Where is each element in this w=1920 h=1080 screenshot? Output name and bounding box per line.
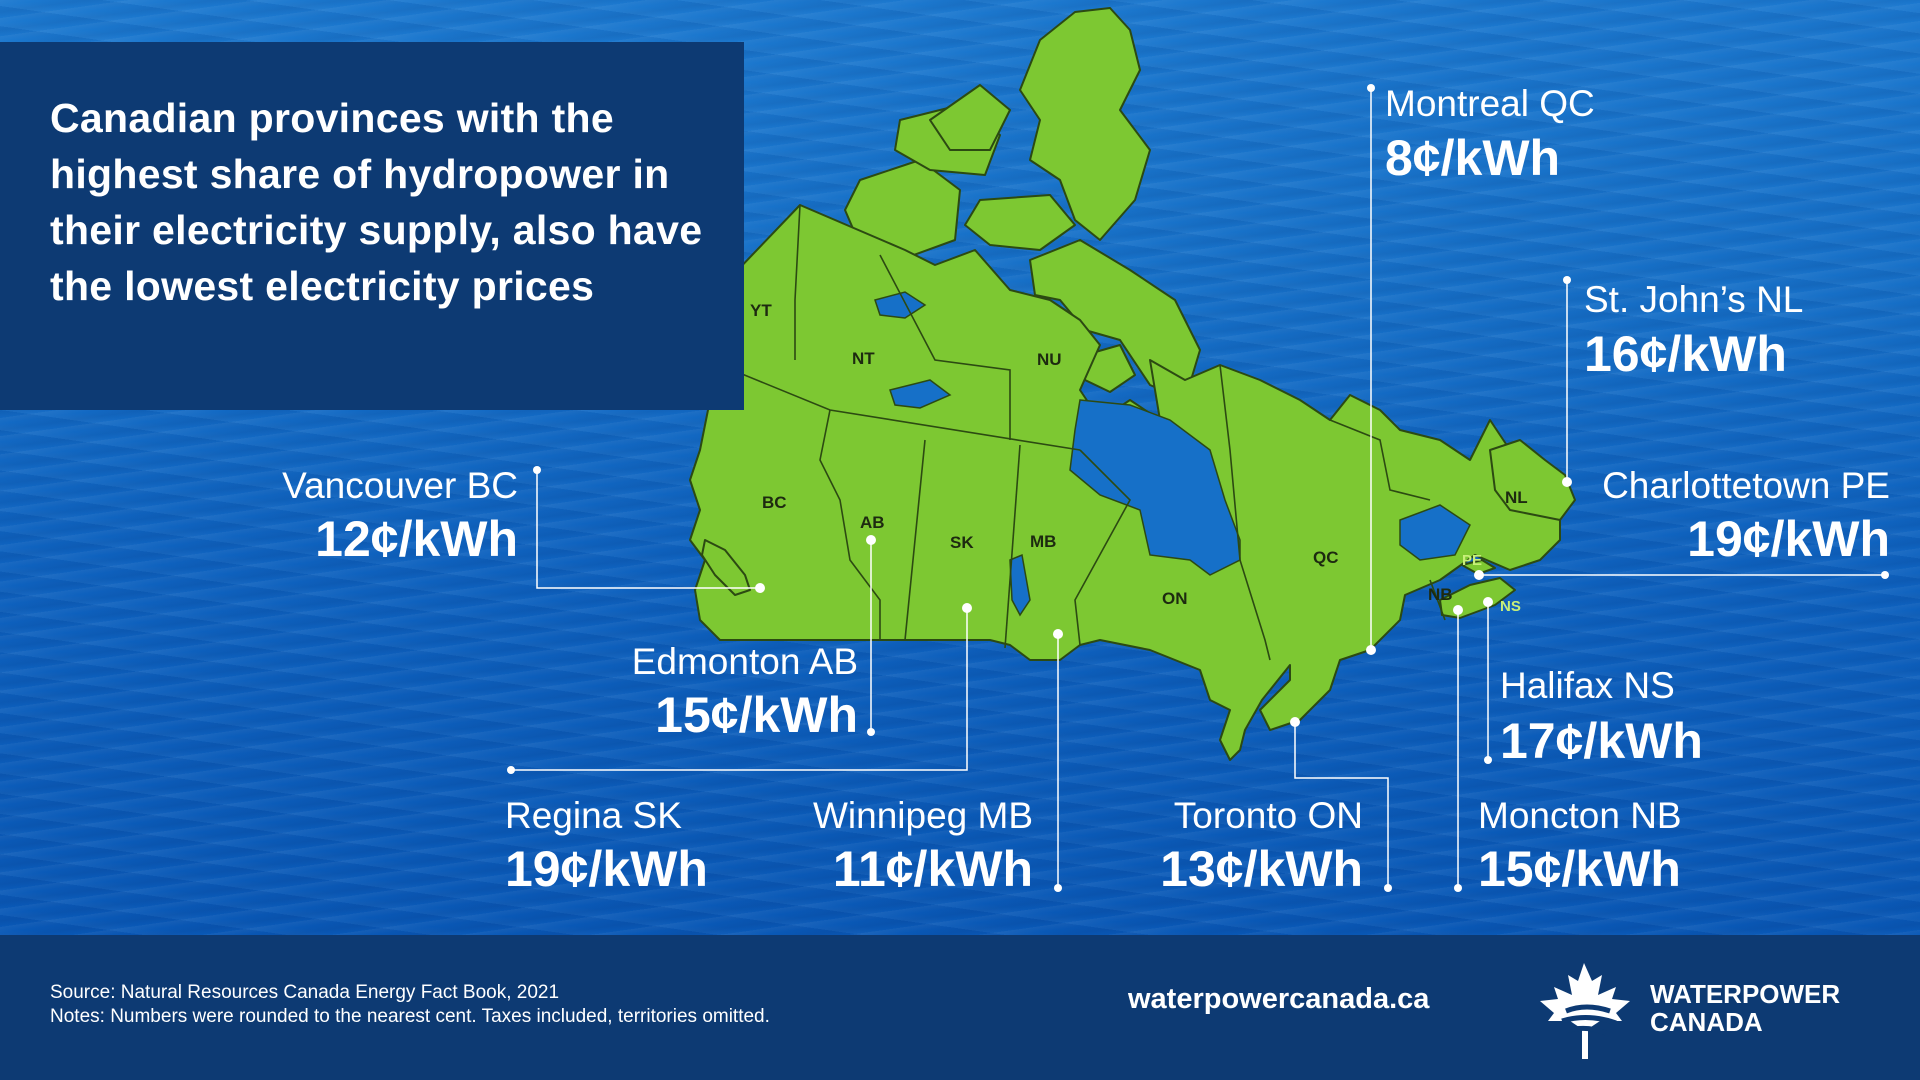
city-price-halifax: 17¢/kWh <box>1500 713 1703 769</box>
province-label-ns: NS <box>1500 598 1521 615</box>
gulf-st-lawrence <box>1399 504 1471 561</box>
province-label-bc: BC <box>762 493 787 512</box>
province-label-sk: SK <box>950 533 974 552</box>
leader-dot <box>1367 84 1375 92</box>
pei-island <box>1461 559 1496 575</box>
city-price-edmonton: 15¢/kWh <box>655 687 858 743</box>
city-name-halifax: Halifax NS <box>1500 665 1675 706</box>
city-price-montreal: 8¢/kWh <box>1385 130 1561 186</box>
city-price-winnipeg: 11¢/kWh <box>832 841 1033 897</box>
city-name-moncton: Moncton NB <box>1478 795 1682 836</box>
province-label-on: ON <box>1162 589 1188 608</box>
logo-text-canada: CANADA <box>1650 1007 1763 1037</box>
leader-dot <box>867 728 875 736</box>
leader-dot <box>533 466 541 474</box>
arctic-island-devon <box>964 194 1076 251</box>
city-name-charlottetown: Charlottetown PE <box>1602 465 1890 506</box>
border-nt-nu <box>879 254 1011 440</box>
province-label-pe: PE <box>1462 552 1482 569</box>
city-dot-moncton <box>1453 605 1463 615</box>
city-dot-regina <box>962 603 972 613</box>
canada-map: YT NT NU BC AB SK MB ON QC NL NB PE NS <box>507 7 1889 892</box>
border-nb <box>1429 579 1446 621</box>
leader-dot <box>1054 884 1062 892</box>
leader-dot <box>1484 756 1492 764</box>
leader-dot <box>507 766 515 774</box>
city-name-montreal: Montreal QC <box>1385 83 1595 124</box>
city-name-regina: Regina SK <box>505 795 682 836</box>
arctic-island-ellesmere <box>1019 7 1151 241</box>
border-bc-ab <box>819 409 881 640</box>
city-dot-montreal <box>1366 645 1376 655</box>
city-price-regina: 19¢/kWh <box>505 841 708 897</box>
city-dot-stjohns <box>1562 477 1572 487</box>
city-dot-edmonton <box>866 535 876 545</box>
source-note: Source: Natural Resources Canada Energy … <box>50 982 560 1003</box>
border-mb-on <box>1074 449 1131 646</box>
city-price-toronto: 13¢/kWh <box>1160 841 1363 897</box>
leader-toronto <box>1294 722 1389 888</box>
city-price-vancouver: 12¢/kWh <box>315 511 518 567</box>
notes-text: Notes: Numbers were rounded to the neare… <box>50 1006 770 1027</box>
leader-dot <box>1384 884 1392 892</box>
city-dot-charlottetown <box>1474 570 1484 580</box>
province-label-mb: MB <box>1030 532 1056 551</box>
logo-text-waterpower: WATERPOWER <box>1650 979 1841 1009</box>
page-title: Canadian provinces with the highest shar… <box>50 95 703 309</box>
province-label-nt: NT <box>852 349 875 368</box>
province-label-yt: YT <box>750 301 772 320</box>
city-name-winnipeg: Winnipeg MB <box>812 795 1033 836</box>
website-link[interactable]: waterpowercanada.ca <box>1128 983 1430 1015</box>
footer: Source: Natural Resources Canada Energy … <box>0 935 1920 1080</box>
city-price-charlottetown: 19¢/kWh <box>1687 511 1890 567</box>
vancouver-island <box>701 539 751 596</box>
province-label-nu: NU <box>1037 350 1062 369</box>
province-label-nl: NL <box>1505 488 1528 507</box>
border-qc-nl <box>1329 419 1431 501</box>
leader-regina <box>511 608 968 771</box>
city-name-vancouver: Vancouver BC <box>282 465 518 506</box>
border-sk-mb <box>1004 444 1021 649</box>
arctic-island-west <box>929 84 1011 151</box>
city-name-stjohns: St. John’s NL <box>1584 279 1804 320</box>
maple-leaf-wave-icon <box>1540 963 1630 1059</box>
city-dot-toronto <box>1290 717 1300 727</box>
leader-dot <box>1881 571 1889 579</box>
city-price-moncton: 15¢/kWh <box>1478 841 1681 897</box>
city-price-stjohns: 16¢/kWh <box>1584 326 1787 382</box>
great-slave-lake <box>889 379 952 409</box>
newfoundland-island <box>1489 439 1576 521</box>
lake-winnipeg <box>1009 553 1031 617</box>
city-dot-halifax <box>1483 597 1493 607</box>
city-dot-vancouver <box>755 583 765 593</box>
border-yt-nt <box>794 204 801 360</box>
province-label-ab: AB <box>860 513 885 532</box>
leader-dot <box>1563 276 1571 284</box>
city-name-edmonton: Edmonton AB <box>631 641 858 682</box>
province-label-nb: NB <box>1428 585 1453 604</box>
leader-dot <box>1454 884 1462 892</box>
city-dot-winnipeg <box>1053 629 1063 639</box>
border-ab-sk <box>904 439 926 641</box>
leader-vancouver <box>536 470 760 589</box>
border-on-qc <box>1219 364 1271 661</box>
title-panel: Canadian provinces with the highest shar… <box>0 42 744 410</box>
hudson-bay <box>1069 399 1241 576</box>
city-name-toronto: Toronto ON <box>1173 795 1363 836</box>
province-label-qc: QC <box>1313 548 1339 567</box>
